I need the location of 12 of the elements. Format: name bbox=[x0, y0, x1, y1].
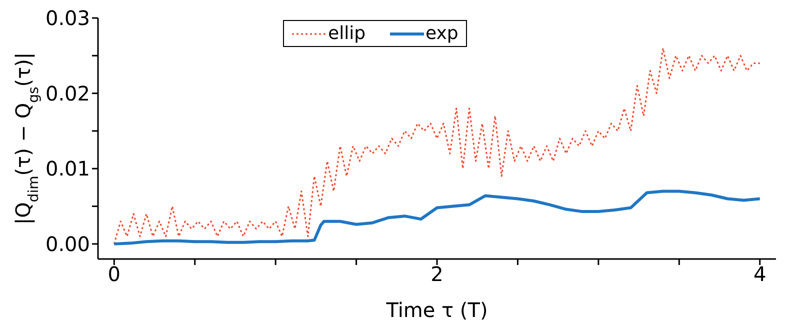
y-tick-label: 0.00 bbox=[45, 232, 90, 256]
y-tick-label: 0.01 bbox=[45, 156, 90, 181]
x-axis-title: Time τ (T) bbox=[385, 298, 488, 322]
x-tick-label: 0 bbox=[108, 262, 121, 286]
y-tick-label: 0.03 bbox=[45, 6, 90, 30]
y-tick-label: 0.02 bbox=[45, 81, 90, 106]
line-series bbox=[113, 47, 761, 245]
x-tick-label: 4 bbox=[753, 262, 766, 286]
line-series bbox=[112, 190, 762, 246]
x-tick-label: 2 bbox=[430, 262, 444, 286]
legend-label: exp bbox=[426, 23, 458, 44]
legend-label: ellip bbox=[328, 23, 366, 44]
